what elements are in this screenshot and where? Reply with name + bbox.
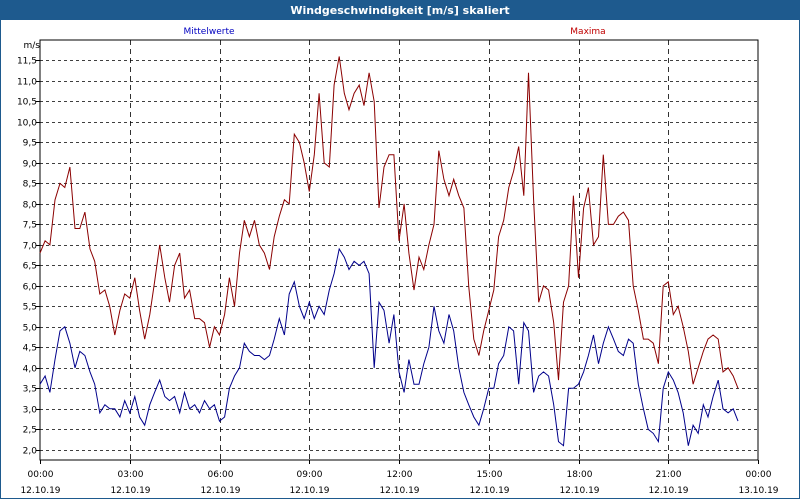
y-tick-label: 10,5 bbox=[17, 98, 37, 108]
plot-area-border bbox=[39, 39, 759, 461]
x-tick-time: 00:00 bbox=[746, 470, 772, 480]
x-tick-date: 12.10.19 bbox=[20, 486, 60, 496]
legend-maxima: Maxima bbox=[570, 27, 605, 37]
y-tick-label: 6,5 bbox=[23, 262, 37, 272]
x-tick-date: 12.10.19 bbox=[648, 486, 688, 496]
y-tick-label: 2,5 bbox=[23, 426, 37, 436]
series-lines bbox=[39, 56, 739, 447]
y-tick-label: 9,0 bbox=[23, 160, 38, 170]
x-tick-date: 12.10.19 bbox=[379, 486, 419, 496]
y-tick-label: 4,0 bbox=[23, 365, 38, 375]
legend-mittelwerte: Mittelwerte bbox=[183, 27, 234, 37]
y-tick-label: 2,0 bbox=[23, 447, 38, 457]
x-axis-ticks: 00:00 12.10.19 03:00 12.10.19 06:00 12.10.19 0… bbox=[20, 470, 778, 496]
y-tick-label: 11,5 bbox=[17, 57, 37, 67]
x-tick-date: 12.10.19 bbox=[289, 486, 329, 496]
y-tick-label: 11,0 bbox=[17, 78, 37, 88]
y-tick-label: 5,5 bbox=[23, 303, 37, 313]
x-tick-date: 12.10.19 bbox=[200, 486, 240, 496]
x-tick-time: 21:00 bbox=[656, 470, 682, 480]
x-tick-time: 15:00 bbox=[477, 470, 503, 480]
grid bbox=[36, 39, 759, 464]
x-tick-date: 12.10.19 bbox=[110, 486, 150, 496]
series-line-maxima bbox=[39, 56, 739, 389]
y-tick-label: 7,5 bbox=[23, 221, 37, 231]
x-tick-time: 09:00 bbox=[297, 470, 323, 480]
series-line-mittelwerte bbox=[39, 247, 739, 447]
x-tick-time: 18:00 bbox=[567, 470, 593, 480]
y-tick-label: 9,5 bbox=[23, 139, 37, 149]
y-axis-label: m/s bbox=[24, 41, 41, 51]
x-tick-time: 12:00 bbox=[387, 470, 413, 480]
y-tick-label: 7,0 bbox=[23, 242, 38, 252]
y-tick-label: 5,0 bbox=[23, 324, 38, 334]
x-tick-date: 12.10.19 bbox=[469, 486, 509, 496]
window-title: Windgeschwindigkeit [m/s] skaliert bbox=[0, 0, 800, 20]
y-tick-label: 4,5 bbox=[23, 344, 37, 354]
x-tick-time: 00:00 bbox=[28, 470, 54, 480]
y-tick-label: 8,5 bbox=[23, 180, 37, 190]
y-tick-label: 3,0 bbox=[23, 406, 38, 416]
y-axis-ticks: 2,0 2,5 3,0 3,5 4,0 4,5 5,0 5,5 6,0 6,5 7,0 7,5 8,0 8… bbox=[17, 57, 37, 457]
y-tick-label: 3,5 bbox=[23, 385, 37, 395]
x-tick-time: 06:00 bbox=[208, 470, 234, 480]
x-tick-date: 12.10.19 bbox=[559, 486, 599, 496]
y-tick-label: 6,0 bbox=[23, 283, 38, 293]
y-tick-label: 10,0 bbox=[17, 119, 37, 129]
x-tick-date: 13.10.19 bbox=[738, 486, 778, 496]
x-tick-time: 03:00 bbox=[118, 470, 144, 480]
y-tick-label: 8,0 bbox=[23, 201, 38, 211]
